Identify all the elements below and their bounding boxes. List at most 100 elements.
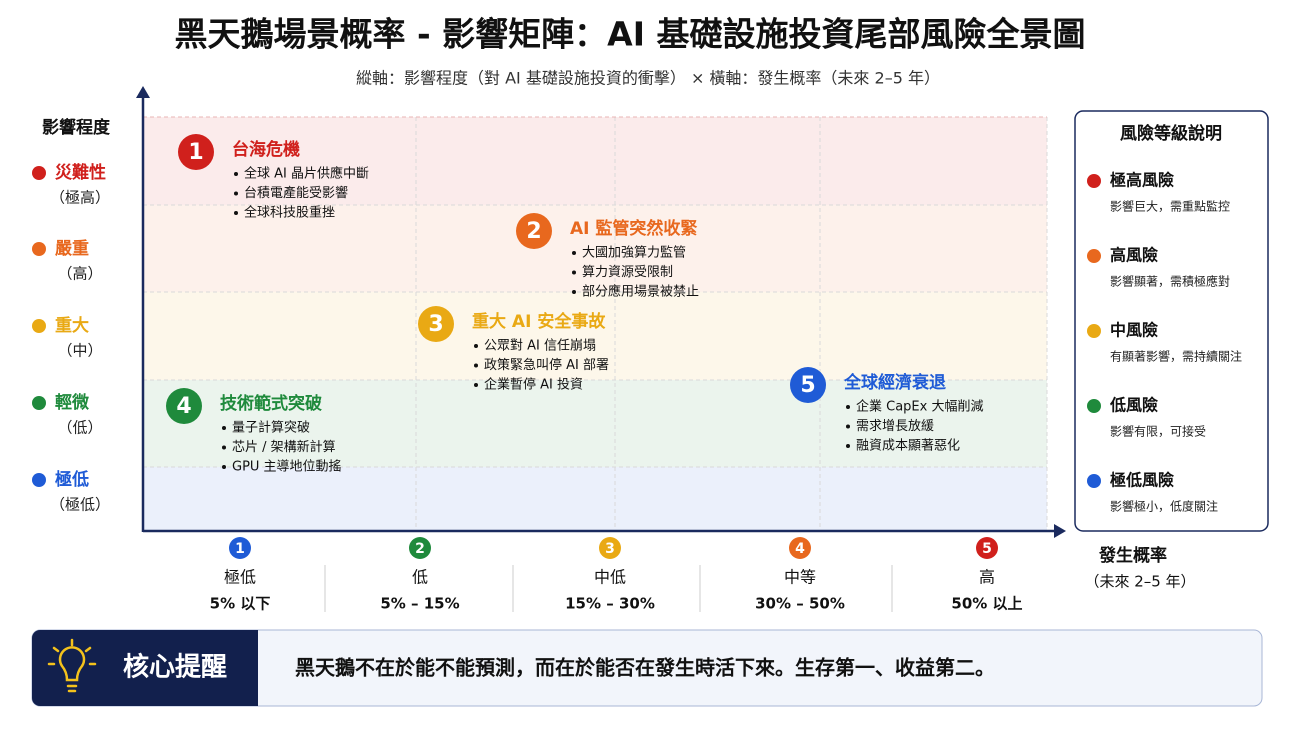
risk-bullet: 需求增長放緩 <box>856 419 934 434</box>
probability-range: 5% – 15% <box>380 595 459 613</box>
risk-number: 5 <box>800 373 815 398</box>
legend-dot <box>1087 474 1101 488</box>
level-sub: （極低） <box>50 496 110 514</box>
bullet-dot <box>474 344 478 348</box>
bullet-dot <box>222 426 226 430</box>
legend-name: 中風險 <box>1110 321 1158 340</box>
risk-title: 台海危機 <box>232 139 300 160</box>
bullet-dot <box>846 405 850 409</box>
risk-title: 技術範式突破 <box>220 393 322 414</box>
legend-box <box>1074 110 1269 532</box>
risk-bullet: 公眾對 AI 信任崩塌 <box>484 339 596 354</box>
bullet-dot <box>572 251 576 255</box>
risk-bullet: 算力資源受限制 <box>582 265 673 280</box>
level-sub: （低） <box>57 419 102 437</box>
level-name: 極低 <box>55 469 89 490</box>
probability-name: 低 <box>412 568 428 587</box>
risk-number: 2 <box>526 219 541 244</box>
legend-desc: 有顯著影響，需持續關注 <box>1110 349 1242 364</box>
risk-bullet: 量子計算突破 <box>232 420 310 436</box>
level-dot <box>32 166 46 180</box>
risk-title: AI 監管突然收緊 <box>570 218 697 239</box>
legend-name: 極低風險 <box>1109 471 1174 490</box>
risk-number: 3 <box>428 312 443 337</box>
bullet-dot <box>222 445 226 450</box>
level-name: 災難性 <box>55 162 106 183</box>
probability-badge <box>229 537 251 559</box>
level-sub: （高） <box>57 265 102 283</box>
risk-badge <box>516 213 552 249</box>
risk-title: 全球經濟衰退 <box>843 372 946 393</box>
legend-desc: 影響極小，低度關注 <box>1110 499 1218 514</box>
probability-name: 中等 <box>784 568 816 587</box>
y-axis-label: 影響程度 <box>42 117 111 138</box>
level-dot <box>32 242 46 256</box>
bullet-dot <box>234 191 238 196</box>
probability-name: 中低 <box>594 568 626 587</box>
x-arrow <box>1054 524 1066 538</box>
level-sub: （中） <box>57 342 102 360</box>
risk-badge <box>790 367 826 403</box>
bullet-dot <box>572 290 576 294</box>
bullet-dot <box>222 465 226 469</box>
legend-dot <box>1087 324 1101 338</box>
subtitle: 縱軸：影響程度（對 AI 基礎設施投資的衝擊） × 橫軸：發生概率（未來 2–5… <box>356 69 940 88</box>
level-name: 輕微 <box>55 392 90 413</box>
probability-range: 15% – 30% <box>565 595 655 613</box>
bullet-dot <box>474 383 478 387</box>
bullet-dot <box>846 424 850 429</box>
callout-label: 核心提醒 <box>123 652 227 683</box>
legend-desc: 影響有限，可接受 <box>1110 424 1206 439</box>
risk-bullet: 企業 CapEx 大幅削減 <box>856 399 983 415</box>
risk-bullet: 全球科技股重挫 <box>244 205 335 221</box>
impact-band <box>143 117 1047 205</box>
risk-number: 1 <box>188 140 203 165</box>
probability-badge <box>976 537 998 559</box>
x-axis-sublabel: （未來 2–5 年） <box>1084 573 1195 591</box>
probability-number: 2 <box>415 541 425 557</box>
probability-number: 1 <box>235 541 245 557</box>
risk-badge <box>178 134 214 170</box>
callout-text: 黑天鵝不在於能不能預測，而在於能否在發生時活下來。生存第一、收益第二。 <box>295 656 995 680</box>
x-axis-label: 發生概率 <box>1098 545 1167 566</box>
legend-dot <box>1087 249 1101 263</box>
legend-name: 高風險 <box>1110 246 1158 265</box>
level-sub: （極高） <box>50 189 110 207</box>
legend-desc: 影響巨大，需重點監控 <box>1110 199 1230 214</box>
risk-badge <box>166 388 202 424</box>
impact-band <box>143 205 1047 292</box>
probability-range: 5% 以下 <box>210 595 271 613</box>
level-name: 嚴重 <box>55 238 89 259</box>
legend-desc: 影響顯著，需積極應對 <box>1110 274 1230 289</box>
probability-badge <box>599 537 621 559</box>
risk-bullet: 企業暫停 AI 投資 <box>484 377 583 393</box>
risk-bullet: 大國加強算力監管 <box>582 245 686 261</box>
legend-name: 低風險 <box>1109 396 1158 415</box>
risk-bullet: 芯片 / 架構新計算 <box>232 439 336 455</box>
risk-bullet: 台積電產能受影響 <box>244 185 348 201</box>
probability-number: 3 <box>605 541 615 557</box>
level-dot <box>32 473 46 487</box>
risk-number: 4 <box>176 394 191 419</box>
probability-range: 30% – 50% <box>755 595 845 613</box>
probability-number: 4 <box>795 541 805 557</box>
probability-badge <box>789 537 811 559</box>
title: 黑天鵝場景概率 - 影響矩陣：AI 基礎設施投資尾部風險全景圖 <box>175 15 1086 54</box>
bullet-dot <box>846 444 850 448</box>
risk-bullet: GPU 主導地位動搖 <box>232 460 342 475</box>
probability-name: 高 <box>979 568 995 587</box>
risk-badge <box>418 306 454 342</box>
bullet-dot <box>572 270 576 275</box>
legend-name: 極高風險 <box>1109 171 1174 190</box>
level-dot <box>32 319 46 333</box>
y-arrow <box>136 86 150 98</box>
bullet-dot <box>234 172 238 176</box>
probability-name: 極低 <box>224 568 256 587</box>
lightbulb-icon <box>47 638 97 693</box>
risk-bullet: 全球 AI 晶片供應中斷 <box>244 166 369 182</box>
level-dot <box>32 396 46 410</box>
legend-dot <box>1087 399 1101 413</box>
risk-title: 重大 AI 安全事故 <box>472 311 606 332</box>
bullet-dot <box>474 363 478 368</box>
